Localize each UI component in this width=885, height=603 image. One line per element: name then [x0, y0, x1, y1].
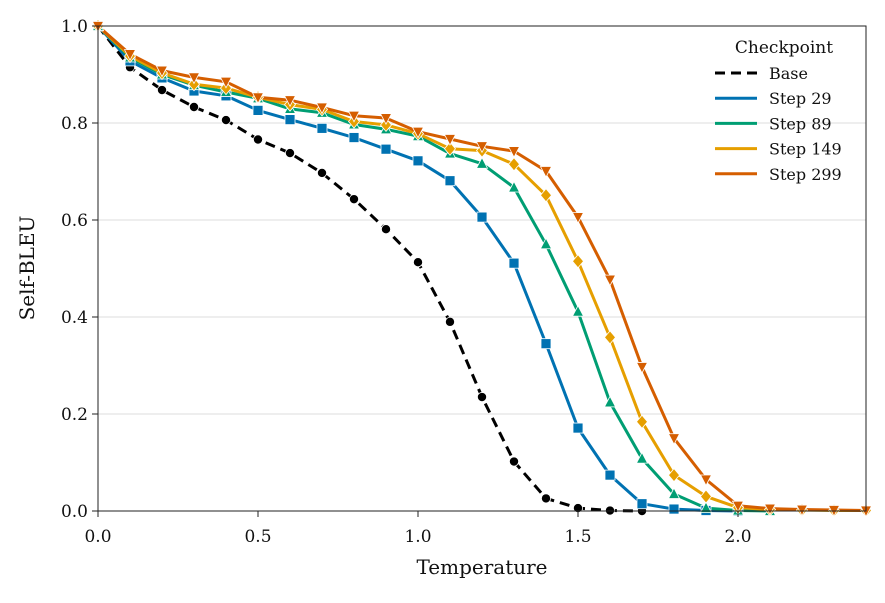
data-point-step-299: [603, 274, 617, 287]
data-point-step-29: [540, 338, 552, 350]
legend-label-step-149: Step 149: [769, 140, 842, 159]
x-axis-label: Temperature: [416, 555, 547, 579]
data-point-step-29: [508, 257, 520, 269]
data-point-step-299: [763, 503, 777, 516]
data-point-base: [444, 316, 455, 327]
x-tick-label: 1.5: [564, 527, 591, 547]
y-tick-label: 0.6: [61, 211, 88, 231]
data-point-step-29: [668, 503, 680, 515]
legend-title: Checkpoint: [735, 38, 833, 58]
data-point-step-89: [539, 237, 553, 250]
legend: Checkpoint Base Step 29 Step 89 Step 149 Ste…: [715, 38, 842, 184]
data-point-step-299: [699, 474, 713, 487]
data-point-step-149: [635, 414, 649, 429]
data-point-step-29: [572, 422, 584, 434]
data-point-base: [541, 493, 552, 504]
x-tick-label: 0.5: [244, 527, 271, 547]
data-point-step-299: [379, 113, 393, 126]
data-point-step-29: [252, 104, 264, 116]
data-point-base: [508, 456, 519, 467]
data-point-base: [284, 148, 295, 159]
data-point-base: [188, 101, 199, 112]
legend-label-step-89: Step 89: [769, 114, 832, 133]
data-point-step-89: [699, 501, 713, 513]
data-point-step-299: [443, 134, 457, 146]
x-tick-label: 0.0: [84, 527, 111, 547]
y-tick-label: 1.0: [61, 17, 88, 37]
data-point-step-299: [571, 212, 585, 224]
data-point-step-29: [348, 132, 360, 143]
y-tick-label: 0.2: [61, 405, 88, 425]
data-point-step-299: [187, 72, 201, 85]
data-point-step-299: [667, 433, 681, 446]
data-point-step-299: [411, 126, 425, 139]
data-point-step-149: [667, 467, 681, 483]
legend-label-base: Base: [769, 64, 808, 83]
data-point-step-299: [539, 166, 553, 178]
data-point-step-299: [315, 102, 329, 115]
data-point-step-299: [155, 65, 169, 78]
data-point-step-149: [539, 188, 553, 203]
data-point-step-29: [316, 122, 328, 134]
series-line-base: [96, 25, 643, 513]
data-point-step-299: [475, 141, 489, 154]
data-point-step-29: [444, 175, 456, 187]
data-point-step-29: [412, 155, 424, 167]
y-tick-label: 0.0: [61, 502, 88, 522]
y-axis-label: Self-BLEU: [15, 216, 39, 321]
data-point-step-299: [123, 49, 137, 61]
data-point-step-299: [283, 95, 297, 108]
data-point-step-29: [636, 498, 648, 510]
data-point-base: [348, 194, 359, 205]
data-point-step-149: [603, 330, 617, 345]
data-point-step-299: [219, 76, 233, 89]
data-point-base: [412, 257, 423, 268]
data-point-step-29: [476, 211, 488, 223]
legend-label-step-299: Step 299: [769, 165, 842, 184]
data-points: [91, 18, 873, 518]
series-line-step-29: [96, 24, 739, 513]
data-point-step-89: [635, 451, 649, 464]
data-point-step-299: [251, 92, 265, 105]
plot-frame: [97, 25, 867, 512]
data-point-step-29: [380, 143, 392, 155]
data-point-step-89: [603, 395, 617, 408]
data-point-step-149: [507, 157, 521, 172]
data-point-step-299: [795, 504, 809, 517]
axis-ticks: 0.0 0.2 0.4 0.6 0.8 1.0 0.0 0.5 1.0 1.5 2.0: [61, 17, 752, 547]
data-point-base: [380, 224, 391, 235]
data-point-step-149: [699, 489, 713, 504]
data-point-step-299: [635, 362, 649, 374]
data-point-step-149: [443, 141, 457, 156]
data-point-step-299: [731, 500, 745, 513]
data-point-base: [220, 115, 231, 126]
data-point-base: [252, 134, 263, 145]
data-point-base: [156, 85, 167, 96]
x-tick-label: 1.0: [404, 527, 431, 547]
data-point-base: [316, 167, 327, 178]
data-point-step-29: [604, 469, 616, 481]
data-point-base: [476, 392, 487, 403]
legend-label-step-29: Step 29: [769, 89, 832, 108]
y-tick-label: 0.4: [61, 308, 88, 328]
data-point-step-89: [667, 487, 681, 499]
y-tick-label: 0.8: [61, 114, 88, 134]
series-line-step-89: [96, 24, 771, 513]
x-tick-label: 2.0: [724, 527, 751, 547]
data-point-step-149: [571, 254, 585, 269]
data-point-step-89: [475, 156, 489, 169]
data-point-step-299: [507, 146, 521, 158]
data-point-step-29: [284, 114, 296, 126]
data-point-step-299: [347, 110, 361, 123]
data-point-step-89: [571, 304, 585, 317]
data-point-step-89: [507, 180, 521, 193]
